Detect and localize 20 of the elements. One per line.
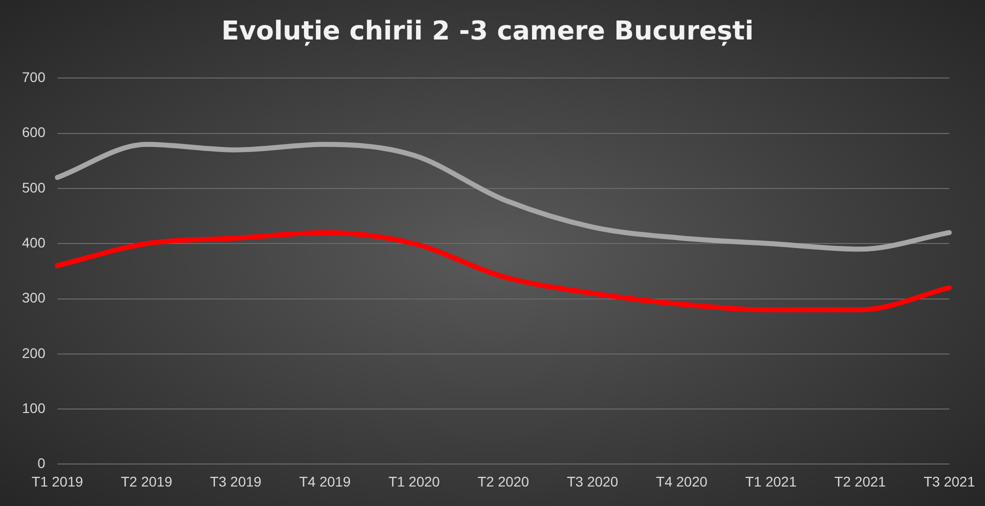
y-tick-label: 700 [22, 69, 46, 86]
x-tick-label: T2 2019 [120, 473, 172, 490]
x-tick-label: T4 2020 [656, 473, 708, 490]
y-tick-label: 300 [22, 290, 46, 306]
y-tick-label: 500 [22, 179, 46, 196]
y-tick-label: 200 [22, 344, 46, 361]
x-tick-label: T3 2020 [566, 473, 618, 490]
x-tick-label: T1 2021 [745, 473, 797, 490]
y-tick-label: 100 [22, 400, 46, 416]
x-tick-label: T1 2020 [388, 473, 440, 490]
x-tick-label: T2 2020 [478, 473, 530, 490]
x-tick-label: T3 2021 [924, 473, 976, 490]
x-tick-label: T1 2019 [32, 473, 84, 490]
x-tick-label: T3 2019 [210, 473, 262, 490]
y-tick-label: 0 [38, 455, 46, 472]
y-tick-label: 600 [22, 124, 46, 140]
y-tick-label: 400 [22, 234, 46, 250]
chart-title: Evoluție chirii 2 -3 camere București [221, 16, 754, 46]
x-tick-label: T2 2021 [834, 473, 886, 490]
x-tick-label: T4 2019 [299, 473, 351, 490]
